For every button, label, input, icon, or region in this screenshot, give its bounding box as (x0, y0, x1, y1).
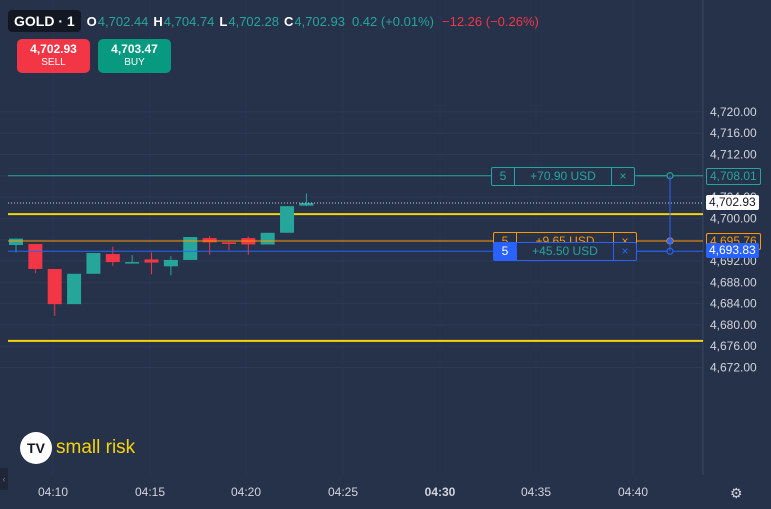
candle-body (163, 259, 178, 267)
high-key: H (153, 13, 163, 29)
close-icon[interactable]: × (619, 168, 627, 183)
bracket-midpoint[interactable] (667, 237, 673, 244)
order-pl: +70.90 USD (515, 167, 612, 185)
candle-body (202, 238, 217, 243)
bar-change: 0.42 (+0.01%) (351, 13, 434, 29)
sell-button[interactable]: 4,702.93 SELL (17, 39, 90, 73)
candle-body (86, 253, 101, 274)
day-change: −12.26 (−0.26%) (442, 13, 539, 29)
order-price-label: 4,693.83 (706, 243, 759, 259)
order-label[interactable]: 5 +70.90 USD × (491, 166, 635, 186)
y-tick-label: 4,684.00 (710, 297, 757, 311)
tradingview-logo[interactable]: TV small risk (20, 432, 135, 464)
tv-logo-icon: TV (20, 432, 52, 464)
candle-body (144, 259, 159, 263)
close-value: 4,702.93 (294, 13, 345, 29)
legend-header: GOLD · 1 O 4,702.44 H 4,704.74 L 4,702.28 C… (8, 9, 539, 33)
y-tick-label: 4,712.00 (710, 148, 757, 162)
open-value: 4,702.44 (97, 13, 149, 29)
close-key: C (283, 13, 294, 29)
logo-text: small risk (56, 437, 136, 458)
open-key: O (86, 13, 97, 29)
candle-body (28, 243, 43, 269)
candle-body (9, 238, 23, 246)
candle-body (67, 273, 82, 305)
candle-body (105, 254, 120, 263)
order-pl: +45.50 USD (517, 243, 614, 261)
buy-price: 4,703.47 (111, 42, 158, 56)
x-tick-label: 04:20 (231, 485, 261, 499)
y-tick-label: 4,720.00 (710, 105, 757, 119)
symbol-label[interactable]: GOLD · 1 (8, 10, 81, 32)
buy-label: BUY (124, 57, 145, 68)
candle-body (299, 202, 314, 206)
close-icon[interactable]: × (621, 244, 629, 259)
x-tick-label: 04:30 (425, 485, 456, 499)
buy-button[interactable]: 4,703.47 BUY (98, 39, 171, 73)
low-value: 4,702.28 (228, 13, 279, 29)
y-tick-label: 4,700.00 (710, 211, 757, 225)
y-tick-label: 4,680.00 (710, 318, 757, 332)
sell-price: 4,702.93 (30, 42, 77, 56)
candle-body (260, 232, 275, 245)
order-qty[interactable]: 5 (494, 243, 517, 261)
y-tick-label: 4,688.00 (710, 275, 757, 289)
candle-body (280, 206, 295, 233)
sell-label: SELL (41, 57, 66, 68)
y-tick-label: 4,716.00 (710, 126, 757, 140)
order-price-label: 4,708.01 (706, 167, 761, 185)
scroll-left-handle[interactable]: ‹ (0, 468, 8, 490)
x-tick-label: 04:10 (38, 485, 68, 499)
gear-icon[interactable]: ⚙ (730, 485, 743, 501)
y-tick-label: 4,672.00 (710, 361, 757, 375)
candle-body (47, 268, 62, 305)
order-label[interactable]: 5 +45.50 USD × (493, 242, 637, 262)
close-icon[interactable]: × (621, 233, 629, 248)
y-tick-label: 4,676.00 (710, 339, 757, 353)
x-tick-label: 04:25 (328, 485, 358, 499)
candle-body (125, 262, 140, 264)
x-tick-label: 04:15 (135, 485, 165, 499)
high-value: 4,704.74 (163, 13, 215, 29)
candle-body (183, 237, 198, 260)
order-qty[interactable]: 5 (492, 167, 515, 185)
low-key: L (219, 13, 228, 29)
x-tick-label: 04:40 (618, 485, 648, 499)
x-tick-label: 04:35 (521, 485, 551, 499)
current-price-label: 4,702.93 (706, 194, 759, 210)
candle-body (221, 242, 236, 244)
order-qty[interactable]: 5 (494, 232, 517, 250)
